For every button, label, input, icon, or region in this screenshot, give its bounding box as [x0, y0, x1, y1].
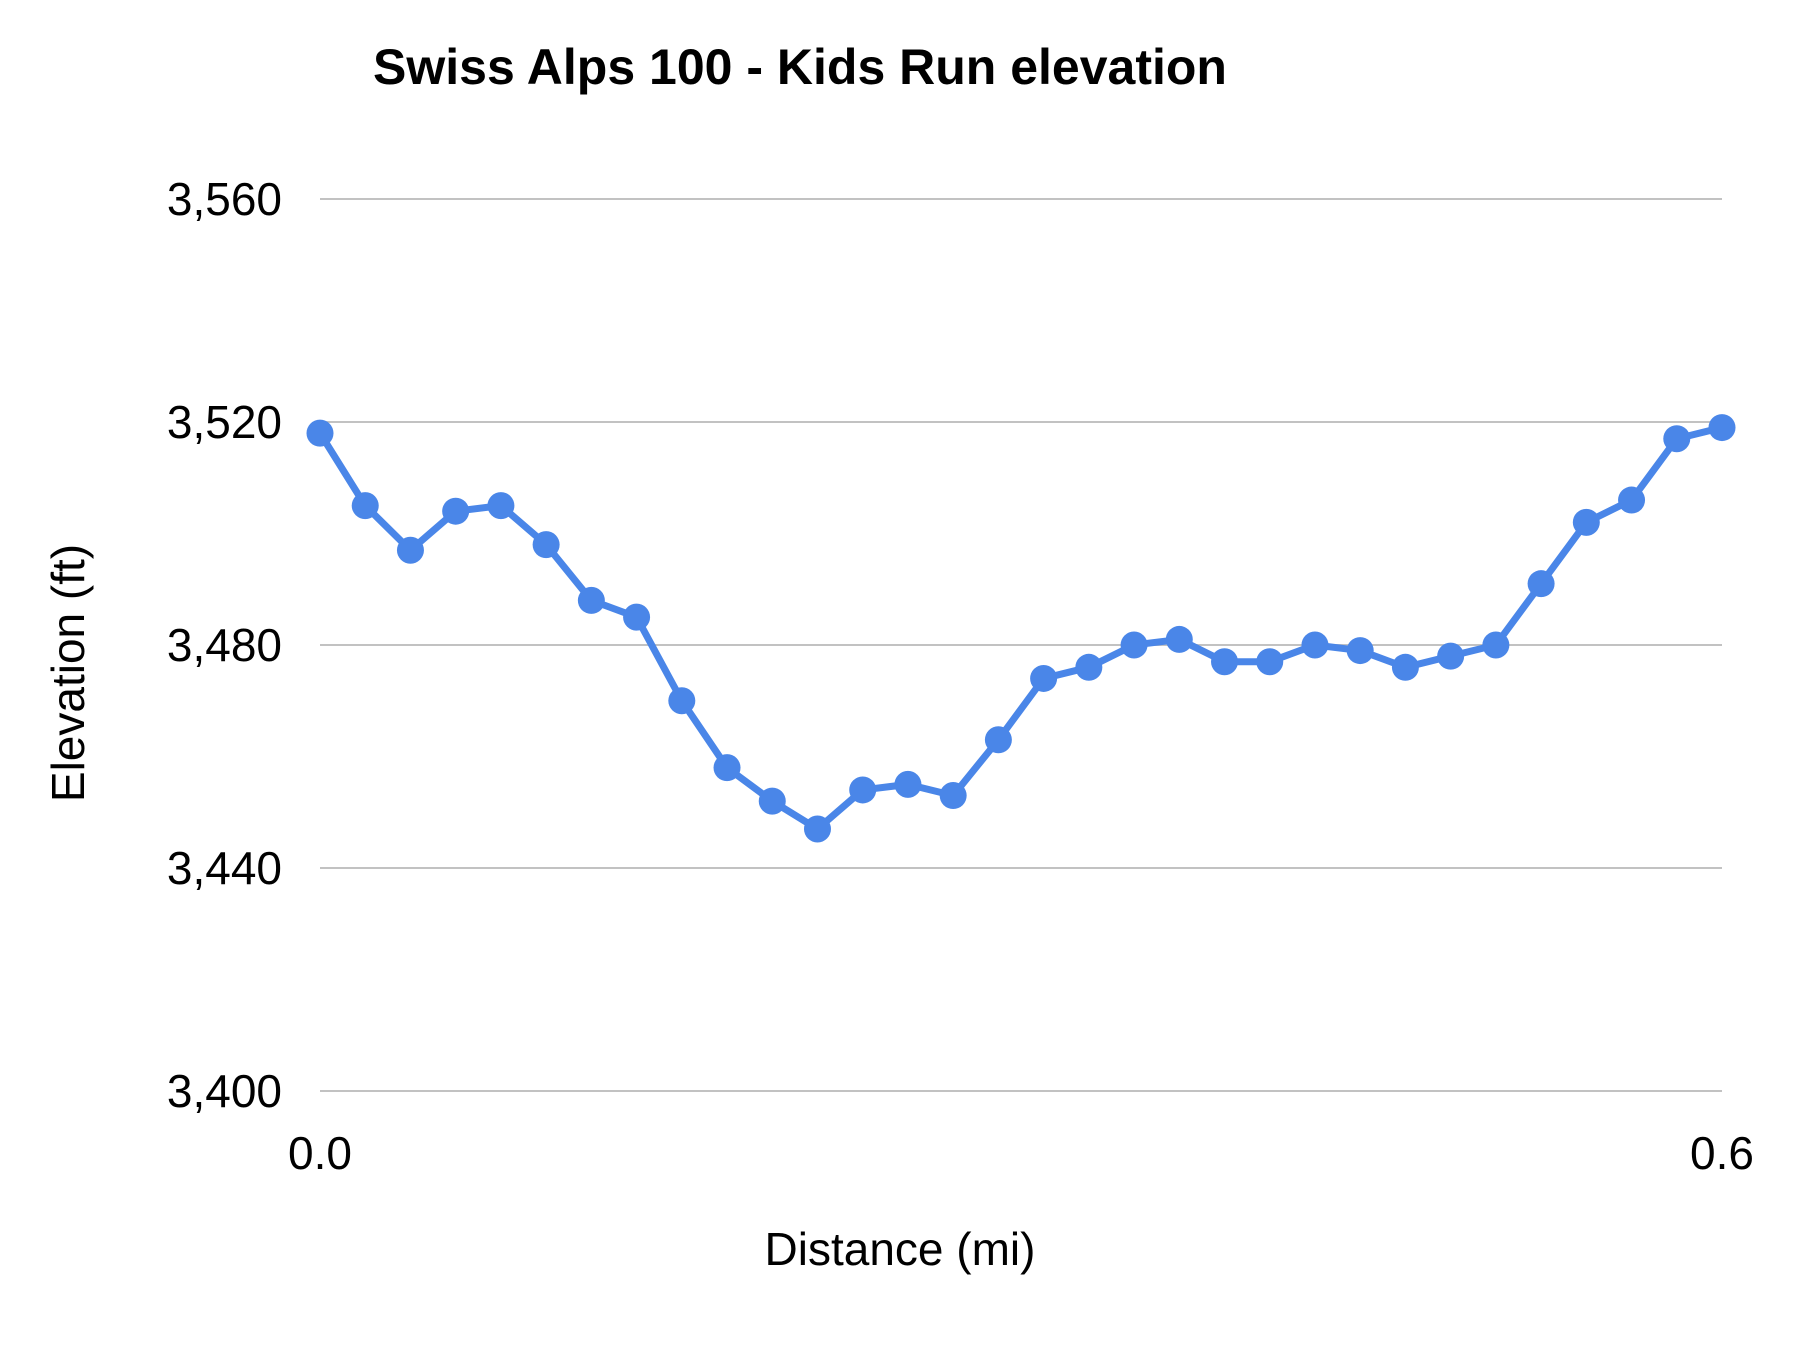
- data-point-marker: [442, 497, 470, 525]
- data-point-marker: [1482, 631, 1510, 659]
- elevation-series-line: [316, 424, 1726, 833]
- data-point-marker: [1618, 486, 1646, 514]
- y-tick-label: 3,520: [166, 396, 282, 448]
- y-tick-label: 3,440: [166, 842, 282, 894]
- data-point-marker: [758, 787, 786, 815]
- data-point-marker: [849, 776, 877, 804]
- data-point-marker: [532, 531, 560, 559]
- data-point-marker: [1663, 425, 1691, 453]
- data-point-marker: [713, 754, 741, 782]
- data-point-marker: [984, 726, 1012, 754]
- data-point-marker: [1346, 637, 1374, 665]
- chart-title: Swiss Alps 100 - Kids Run elevation: [373, 39, 1227, 95]
- data-point-marker: [668, 687, 696, 715]
- data-point-marker: [1030, 664, 1058, 692]
- data-point-marker: [487, 492, 515, 520]
- data-point-marker: [351, 492, 379, 520]
- x-axis-title: Distance (mi): [764, 1223, 1036, 1275]
- data-point-marker: [1165, 625, 1193, 653]
- data-point-marker: [577, 586, 605, 614]
- data-point-marker: [1211, 648, 1239, 676]
- data-point-marker: [1527, 570, 1555, 598]
- data-point-marker: [803, 815, 831, 843]
- data-point-marker: [894, 770, 922, 798]
- data-point-marker: [1120, 631, 1148, 659]
- data-point-marker: [1437, 642, 1465, 670]
- data-point-marker: [1075, 653, 1103, 681]
- x-tick-label: 0.0: [288, 1127, 352, 1179]
- y-tick-label: 3,560: [166, 173, 282, 225]
- data-point-marker: [1301, 631, 1329, 659]
- x-tick-label: 0.6: [1690, 1127, 1754, 1179]
- data-point-marker: [1572, 508, 1600, 536]
- data-point-marker: [623, 603, 651, 631]
- data-point-marker: [1391, 653, 1419, 681]
- data-point-marker: [1708, 414, 1736, 442]
- y-tick-label: 3,400: [166, 1065, 282, 1117]
- data-point-marker: [396, 536, 424, 564]
- data-point-marker: [1256, 648, 1284, 676]
- data-point-marker: [939, 782, 967, 810]
- data-point-marker: [306, 419, 334, 447]
- y-tick-label: 3,480: [166, 619, 282, 671]
